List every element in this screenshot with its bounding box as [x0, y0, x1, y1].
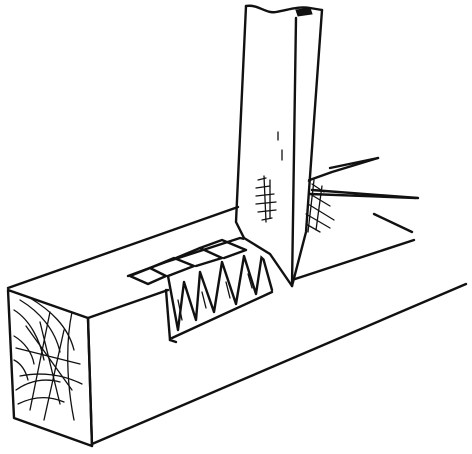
beam-front-top-edge — [86, 288, 170, 320]
beam-front-corner — [86, 316, 94, 448]
beam-front-top-edge-right — [290, 238, 416, 282]
beam-top-back-edge — [6, 205, 240, 290]
mortise-chip-3 — [174, 246, 224, 268]
mortise-front-wall — [168, 338, 178, 344]
chisel-blade-front — [244, 8, 296, 284]
chisel-top-mark — [295, 7, 313, 17]
beam-top-back-edge-right — [302, 156, 380, 184]
mortise-bottom-edge — [170, 290, 274, 340]
mortise-zigzag-wall — [166, 252, 274, 332]
mortise-chip-2 — [148, 256, 196, 278]
chisel-blade-side — [292, 10, 322, 284]
chisel — [234, 4, 335, 288]
beam-side-bottom-edge — [90, 282, 468, 446]
chisel-front-ridge — [290, 16, 298, 288]
beam-top-face — [8, 160, 470, 330]
timber-beam — [6, 156, 470, 448]
mortise-chip-1 — [128, 266, 168, 286]
beam-far-section — [308, 156, 418, 234]
chisel-right-edge — [290, 8, 324, 288]
chisel-left-edge — [234, 4, 248, 240]
end-grain-texture — [13, 297, 83, 421]
mortise-chip-4 — [198, 238, 248, 260]
chisel-bevel — [242, 236, 294, 288]
chisel-top-end — [244, 4, 324, 14]
mortise-outline-front — [164, 288, 172, 342]
